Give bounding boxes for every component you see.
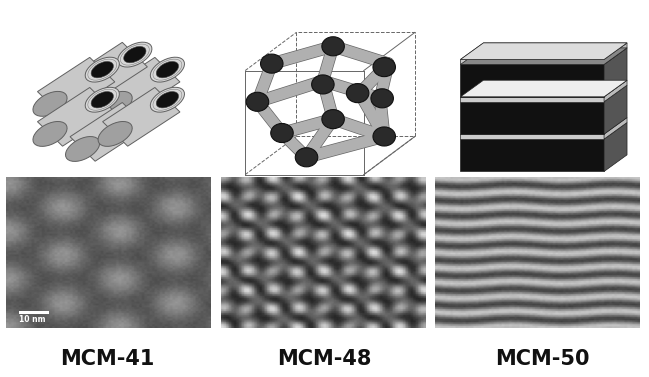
Polygon shape: [38, 87, 115, 146]
Ellipse shape: [117, 72, 152, 97]
Polygon shape: [461, 97, 604, 102]
Ellipse shape: [124, 77, 146, 93]
Circle shape: [246, 92, 269, 111]
Circle shape: [295, 148, 318, 167]
Circle shape: [373, 58, 395, 77]
Polygon shape: [604, 123, 627, 172]
Ellipse shape: [91, 92, 114, 108]
Circle shape: [371, 89, 393, 108]
Text: MCM-48: MCM-48: [277, 349, 372, 369]
Polygon shape: [461, 43, 627, 60]
Ellipse shape: [151, 57, 184, 82]
Ellipse shape: [85, 57, 119, 82]
Ellipse shape: [124, 107, 146, 123]
Text: MCM-41: MCM-41: [60, 349, 154, 369]
Ellipse shape: [33, 91, 67, 116]
Ellipse shape: [91, 61, 114, 78]
Ellipse shape: [156, 61, 178, 78]
Ellipse shape: [124, 46, 146, 63]
Polygon shape: [70, 42, 147, 101]
Polygon shape: [461, 80, 627, 97]
Circle shape: [322, 110, 345, 129]
Ellipse shape: [156, 92, 178, 108]
Polygon shape: [461, 139, 604, 172]
Polygon shape: [604, 85, 627, 134]
Polygon shape: [103, 57, 180, 116]
Polygon shape: [604, 118, 627, 139]
Polygon shape: [604, 48, 627, 97]
Circle shape: [322, 37, 345, 56]
Circle shape: [347, 84, 369, 103]
Ellipse shape: [117, 102, 152, 127]
Text: MCM-50: MCM-50: [495, 349, 589, 369]
Circle shape: [312, 75, 334, 94]
Polygon shape: [461, 64, 604, 97]
Polygon shape: [461, 43, 627, 60]
Ellipse shape: [151, 87, 184, 112]
Polygon shape: [604, 80, 627, 102]
Ellipse shape: [98, 121, 132, 146]
Ellipse shape: [66, 106, 100, 131]
Circle shape: [260, 54, 283, 73]
Text: 10 nm: 10 nm: [19, 315, 45, 324]
Polygon shape: [70, 72, 147, 131]
Polygon shape: [461, 48, 627, 64]
Polygon shape: [461, 60, 604, 64]
Circle shape: [373, 127, 395, 146]
Circle shape: [271, 124, 293, 143]
Ellipse shape: [98, 91, 132, 116]
Polygon shape: [103, 87, 180, 146]
Polygon shape: [38, 57, 115, 116]
Polygon shape: [70, 103, 147, 161]
Polygon shape: [461, 102, 604, 134]
Polygon shape: [604, 43, 627, 64]
Ellipse shape: [66, 136, 100, 161]
Ellipse shape: [66, 77, 100, 101]
Ellipse shape: [33, 121, 67, 146]
Ellipse shape: [117, 42, 152, 67]
Polygon shape: [461, 134, 604, 139]
Ellipse shape: [85, 87, 119, 112]
Bar: [19, 311, 49, 314]
